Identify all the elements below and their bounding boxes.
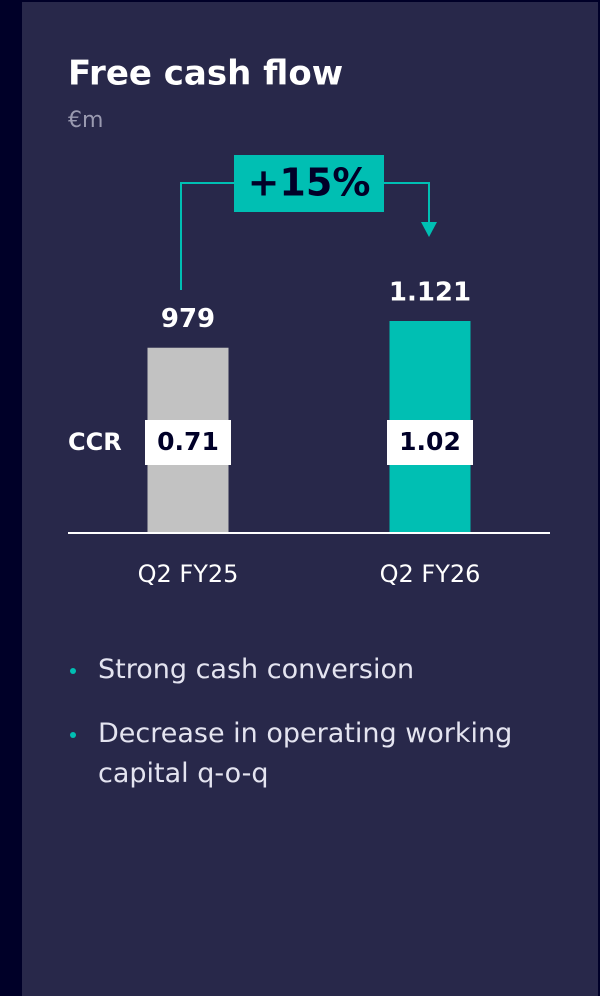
- arrowhead: [421, 222, 437, 237]
- ccr-value: 1.02: [399, 427, 461, 456]
- connector: [180, 182, 234, 290]
- value-label: 1.121: [389, 278, 471, 308]
- x-tick-label: Q2 FY26: [380, 560, 481, 588]
- value-label: 979: [161, 304, 215, 334]
- x-tick-label: Q2 FY25: [138, 560, 239, 588]
- ccr-box: [387, 420, 473, 465]
- bullet-list: Strong cash conversion Decrease in operat…: [68, 650, 548, 818]
- ccr-box: [145, 420, 231, 465]
- annotation-box: [234, 155, 384, 212]
- ccr-label: CCR: [68, 428, 122, 456]
- chart-title: Free cash flow: [68, 54, 343, 94]
- ccr-value: 0.71: [157, 427, 219, 456]
- connector: [384, 182, 430, 224]
- bullet: Strong cash conversion: [68, 650, 548, 690]
- chart-subtitle: €m: [68, 108, 103, 133]
- annotation: +15%: [248, 161, 371, 205]
- bullet: Decrease in operating working capital q-…: [68, 714, 548, 794]
